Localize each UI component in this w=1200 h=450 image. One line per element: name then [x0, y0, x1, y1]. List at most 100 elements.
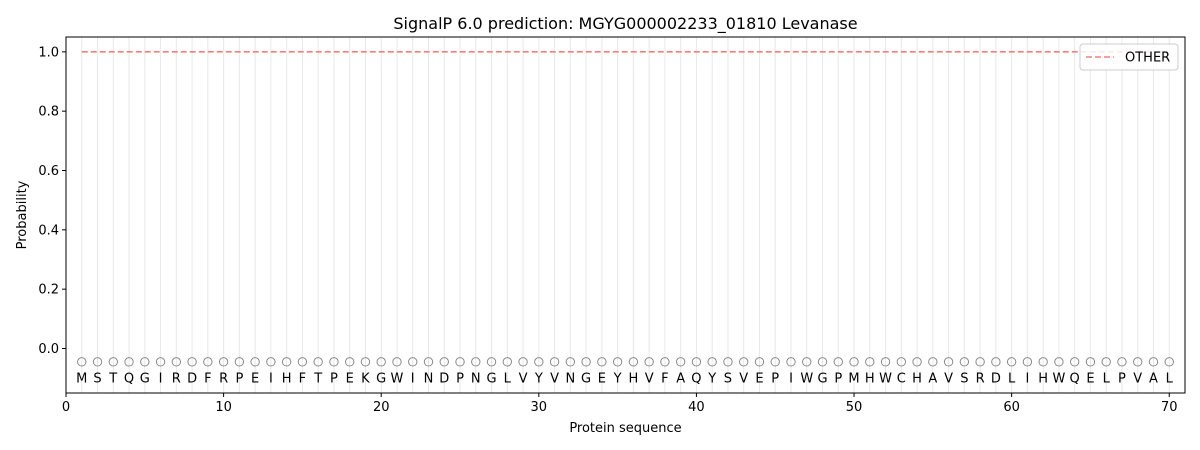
region-marker — [92, 357, 103, 367]
residue-label: N — [424, 371, 434, 386]
region-marker — [691, 357, 702, 367]
region-marker — [392, 357, 402, 367]
region-marker — [754, 357, 765, 367]
region-marker — [203, 357, 213, 367]
residue-label: G — [817, 371, 827, 386]
region-marker — [739, 357, 749, 367]
x-tick-label: 0 — [62, 400, 70, 415]
residue-label: H — [1038, 371, 1048, 386]
region-marker — [943, 357, 954, 367]
residue-label: I — [159, 371, 163, 386]
residue-label: W — [800, 371, 813, 386]
region-marker — [281, 357, 292, 367]
residue-label: H — [912, 371, 922, 386]
residue-label: K — [361, 371, 370, 386]
residue-label: D — [187, 371, 197, 386]
region-marker — [234, 357, 245, 367]
residue-label: D — [439, 371, 449, 386]
region-marker — [376, 357, 386, 367]
region-marker — [565, 357, 576, 367]
residue-label: E — [346, 371, 354, 386]
residue-label: V — [519, 371, 528, 386]
region-marker — [849, 357, 859, 367]
residue-label: G — [486, 371, 496, 386]
residue-label: V — [1133, 371, 1142, 386]
residue-label: I — [789, 371, 793, 386]
x-tick-label: 40 — [688, 400, 705, 415]
region-marker — [471, 357, 481, 367]
residue-label: Y — [613, 371, 622, 386]
residue-label: H — [282, 371, 292, 386]
residue-label: W — [1052, 371, 1065, 386]
region-marker — [644, 357, 654, 367]
residue-label: Q — [1070, 371, 1080, 386]
region-marker — [297, 357, 308, 367]
residue-label: M — [848, 371, 859, 386]
region-marker — [1148, 357, 1159, 367]
region-marker — [1133, 357, 1143, 367]
region-marker — [597, 357, 607, 367]
region-marker — [455, 357, 465, 367]
region-marker — [786, 357, 796, 367]
region-marker — [408, 357, 418, 367]
residue-label: Q — [124, 371, 134, 386]
residue-label: E — [251, 371, 259, 386]
residue-label: G — [581, 371, 591, 386]
region-marker — [628, 357, 639, 367]
residue-label: V — [739, 371, 748, 386]
region-marker — [991, 357, 1001, 367]
residue-label: P — [834, 371, 842, 386]
residue-label: I — [411, 371, 415, 386]
residue-label: E — [755, 371, 763, 386]
region-marker — [423, 357, 434, 367]
residue-label: L — [504, 371, 512, 386]
y-tick-label: 0.0 — [38, 342, 59, 357]
residue-label: S — [960, 371, 968, 386]
region-marker — [77, 357, 87, 367]
residue-label: E — [598, 371, 606, 386]
residue-label: L — [1166, 371, 1174, 386]
region-marker — [171, 357, 182, 367]
region-marker — [896, 357, 907, 367]
residue-label: G — [140, 371, 150, 386]
region-marker — [1022, 357, 1033, 367]
residue-label: W — [391, 371, 404, 386]
residue-label: A — [1149, 371, 1158, 386]
region-marker — [675, 357, 686, 367]
region-marker — [250, 357, 260, 367]
residue-label: R — [976, 371, 985, 386]
region-marker — [1006, 357, 1017, 367]
residue-label: P — [330, 371, 338, 386]
x-tick-label: 70 — [1161, 400, 1178, 415]
x-tick-label: 30 — [531, 400, 548, 415]
region-marker — [313, 357, 323, 367]
residue-label: N — [565, 371, 575, 386]
region-marker — [344, 357, 355, 367]
residue-label: Y — [534, 371, 543, 386]
residue-label: P — [235, 371, 243, 386]
y-tick-label: 1.0 — [38, 45, 59, 60]
residue-label: V — [550, 371, 559, 386]
residue-label: L — [1103, 371, 1111, 386]
region-marker — [108, 357, 118, 367]
residue-label: H — [865, 371, 875, 386]
residue-label: S — [724, 371, 732, 386]
region-marker — [1069, 357, 1080, 367]
residue-grid — [81, 37, 1170, 393]
residue-label: M — [76, 371, 87, 386]
region-marker — [865, 357, 875, 367]
region-marker — [959, 357, 970, 367]
region-marker — [880, 357, 891, 367]
y-axis-ticks: 0.0 0.2 0.4 0.6 0.8 1.0 — [38, 45, 66, 357]
region-marker — [1085, 357, 1096, 367]
region-marker — [360, 357, 371, 367]
residue-label: N — [471, 371, 481, 386]
region-marker — [581, 357, 591, 367]
residue-label: V — [944, 371, 953, 386]
residue-label: Y — [707, 371, 716, 386]
region-marker — [140, 357, 150, 367]
region-marker — [975, 357, 985, 367]
region-marker — [707, 357, 717, 367]
region-marker — [155, 357, 166, 367]
